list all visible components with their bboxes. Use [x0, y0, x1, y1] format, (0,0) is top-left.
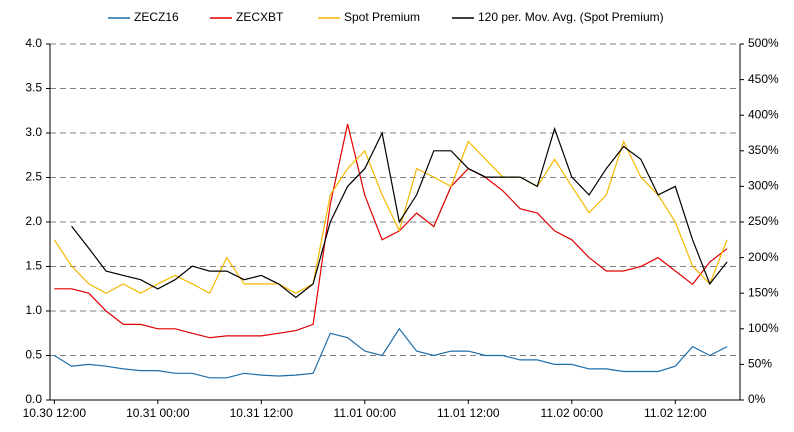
y2-tick-label: 0% — [748, 392, 766, 406]
y-tick-label: 1.0 — [25, 303, 42, 317]
legend-label: ZECXBT — [236, 10, 284, 24]
legend-label: ZECZ16 — [134, 10, 179, 24]
y2-tick-label: 500% — [748, 36, 779, 50]
y2-tick-label: 200% — [748, 250, 779, 264]
y-tick-label: 0.0 — [25, 392, 42, 406]
y-tick-label: 0.5 — [25, 348, 42, 362]
x-tick-label: 10.31 12:00 — [230, 406, 294, 420]
y-tick-label: 2.0 — [25, 214, 42, 228]
x-tick-label: 11.01 00:00 — [334, 406, 397, 420]
y2-tick-label: 300% — [748, 179, 779, 193]
x-tick-label: 11.02 00:00 — [541, 406, 604, 420]
y-tick-label: 2.5 — [25, 170, 42, 184]
series-line — [53, 327, 728, 379]
y2-tick-label: 400% — [748, 107, 779, 121]
y-tick-label: 3.0 — [25, 125, 42, 139]
legend-label: 120 per. Mov. Avg. (Spot Premium) — [478, 10, 664, 24]
y-tick-label: 3.5 — [25, 81, 42, 95]
y-tick-label: 4.0 — [25, 36, 42, 50]
y2-tick-label: 50% — [748, 357, 772, 371]
x-tick-label: 10.31 00:00 — [126, 406, 190, 420]
y2-tick-label: 150% — [748, 285, 779, 299]
x-tick-label: 11.01 12:00 — [437, 406, 500, 420]
y2-tick-label: 350% — [748, 143, 779, 157]
legend-label: Spot Premium — [344, 10, 420, 24]
y-tick-label: 1.5 — [25, 259, 42, 273]
y2-tick-label: 100% — [748, 321, 779, 335]
x-tick-label: 10.30 12:00 — [23, 406, 87, 420]
series-line — [71, 126, 728, 299]
series-line — [53, 139, 728, 295]
x-tick-label: 11.02 12:00 — [644, 406, 707, 420]
y2-tick-label: 450% — [748, 72, 779, 86]
series-line — [54, 123, 728, 339]
y2-tick-label: 250% — [748, 214, 779, 228]
